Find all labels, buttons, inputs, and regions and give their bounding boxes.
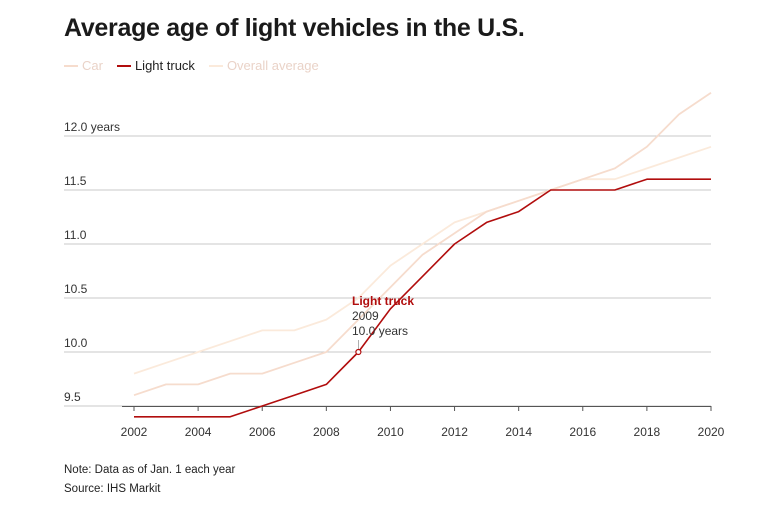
legend-swatch-car (64, 64, 78, 67)
legend-item-overall-average[interactable]: Overall average (208, 58, 319, 73)
series-lines (133, 92, 712, 418)
x-tick-label: 2016 (569, 425, 596, 439)
x-tick-label: 2004 (185, 425, 212, 439)
annotation-value-label: 10.0 years (352, 324, 408, 338)
annotation-year-label: 2009 (352, 309, 379, 323)
series-line-overall (133, 145, 712, 375)
legend-item-light-truck[interactable]: Light truck (116, 58, 195, 73)
y-axis-ticks: 9.5 10.0 10.5 11.0 11.5 12.0 years (64, 120, 120, 404)
y-tick-label: 11.5 (64, 174, 87, 188)
x-tick-label: 2008 (313, 425, 340, 439)
y-tick-label: 12.0 years (64, 120, 120, 134)
x-tick-label: 2020 (698, 425, 725, 439)
legend-label-car: Car (82, 58, 103, 73)
y-tick-label: 10.0 (64, 336, 88, 350)
x-tick-label: 2012 (441, 425, 468, 439)
legend-label-overall-average: Overall average (226, 58, 319, 73)
legend-item-car[interactable]: Car (64, 58, 103, 73)
x-tick-label: 2006 (249, 425, 276, 439)
legend-swatch-overall-average (208, 64, 223, 67)
series-line-light-truck (134, 178, 711, 418)
annotation-point (355, 348, 362, 356)
gridlines (64, 135, 711, 407)
x-tick-label: 2018 (634, 425, 661, 439)
chart-notes: Note: Data as of Jan. 1 each year Source… (64, 461, 235, 499)
series-line-car (133, 92, 712, 397)
note-text: Note: Data as of Jan. 1 each year (64, 464, 236, 476)
legend-swatch-light-truck (116, 64, 131, 67)
legend-label-light-truck: Light truck (134, 58, 195, 73)
x-axis-ticks: 2002 2004 2006 2008 2010 2012 2014 2016 2018 2020 (121, 406, 725, 439)
chart-title: Average age of light vehicles in the U.S… (64, 14, 525, 42)
x-tick-label: 2014 (505, 425, 532, 439)
annotation-series-label: Light truck (352, 294, 414, 308)
legend: Car Light truck Overall average (64, 58, 333, 73)
y-tick-label: 11.0 (64, 228, 87, 242)
y-tick-label: 9.5 (64, 390, 81, 404)
source-text: Source: IHS Markit (64, 483, 161, 495)
x-tick-label: 2010 (377, 425, 404, 439)
x-tick-label: 2002 (121, 425, 148, 439)
y-tick-label: 10.5 (64, 282, 88, 296)
